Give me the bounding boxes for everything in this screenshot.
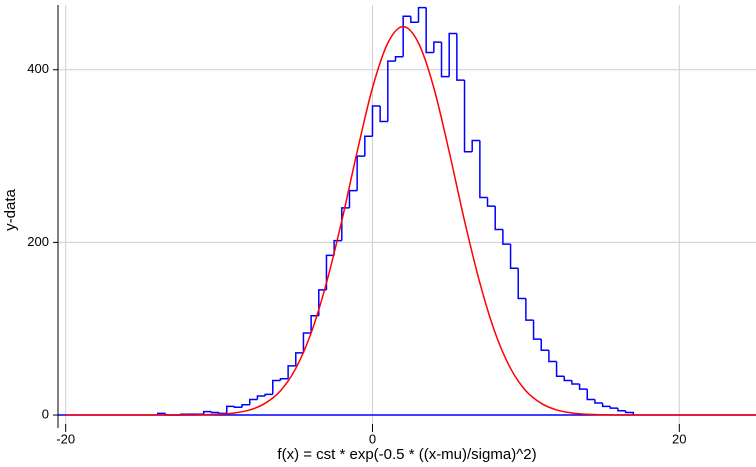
histogram-step <box>624 410 635 416</box>
histogram-step <box>532 320 542 340</box>
histogram-step <box>371 105 381 137</box>
histogram-step <box>210 411 220 414</box>
histogram-step <box>402 15 411 57</box>
histogram-step <box>295 352 304 366</box>
histogram-step <box>609 406 618 409</box>
histogram-step <box>571 380 580 385</box>
histogram-step <box>448 32 457 77</box>
histogram-step <box>494 206 503 231</box>
histogram-step <box>302 332 312 353</box>
histogram-step <box>348 189 358 208</box>
y-tick-label: 200 <box>27 234 49 249</box>
histogram-step <box>517 268 526 300</box>
histogram-step <box>440 42 450 78</box>
x-tick-label: 20 <box>672 431 686 446</box>
histogram-step <box>563 376 572 382</box>
histogram-step <box>417 6 427 23</box>
fit-line <box>65 25 756 416</box>
histogram-step <box>525 298 534 321</box>
x-tick-label: 0 <box>369 431 376 446</box>
histogram-step <box>594 399 603 404</box>
y-tick-label: 400 <box>27 61 49 76</box>
histogram-step <box>456 33 465 81</box>
histogram-step <box>555 361 565 377</box>
histogram-step <box>394 56 404 62</box>
histogram-step <box>256 395 266 400</box>
histogram-step <box>341 207 350 241</box>
histogram-step <box>225 405 235 414</box>
x-axis-title: f(x) = cst * exp(-0.5 * ((x-mu)/sigma)^2… <box>277 446 536 463</box>
histogram-step <box>540 339 549 352</box>
histogram-step <box>249 398 258 405</box>
histogram-step <box>387 60 396 122</box>
y-axis-title: y-data <box>2 189 19 231</box>
histogram-step <box>202 410 212 415</box>
histogram-step <box>479 140 488 199</box>
histogram-step <box>356 155 365 191</box>
histogram-step <box>287 365 296 379</box>
histogram-step <box>318 289 327 316</box>
histogram-step <box>586 389 595 401</box>
histogram-step <box>272 379 281 395</box>
histogram-step <box>325 254 335 290</box>
histogram-step <box>548 350 557 363</box>
x-tick-label: -20 <box>56 431 75 446</box>
histogram-step <box>410 16 419 24</box>
histogram-step <box>241 403 250 408</box>
histogram-step <box>233 406 243 409</box>
histogram-step <box>279 378 289 381</box>
histogram-step <box>509 244 519 270</box>
histogram-step <box>364 135 373 157</box>
histogram-step <box>486 197 496 207</box>
histogram-step <box>379 106 388 123</box>
histogram-step <box>578 383 588 390</box>
histogram-step <box>264 393 273 397</box>
histogram-step <box>471 139 480 152</box>
histogram-step <box>463 80 473 153</box>
histogram-step <box>601 402 611 408</box>
histogram-step <box>502 229 511 245</box>
histogram-step <box>617 408 626 412</box>
histogram-step <box>433 41 442 53</box>
y-tick-label: 0 <box>42 406 49 421</box>
histogram-step <box>425 7 434 54</box>
